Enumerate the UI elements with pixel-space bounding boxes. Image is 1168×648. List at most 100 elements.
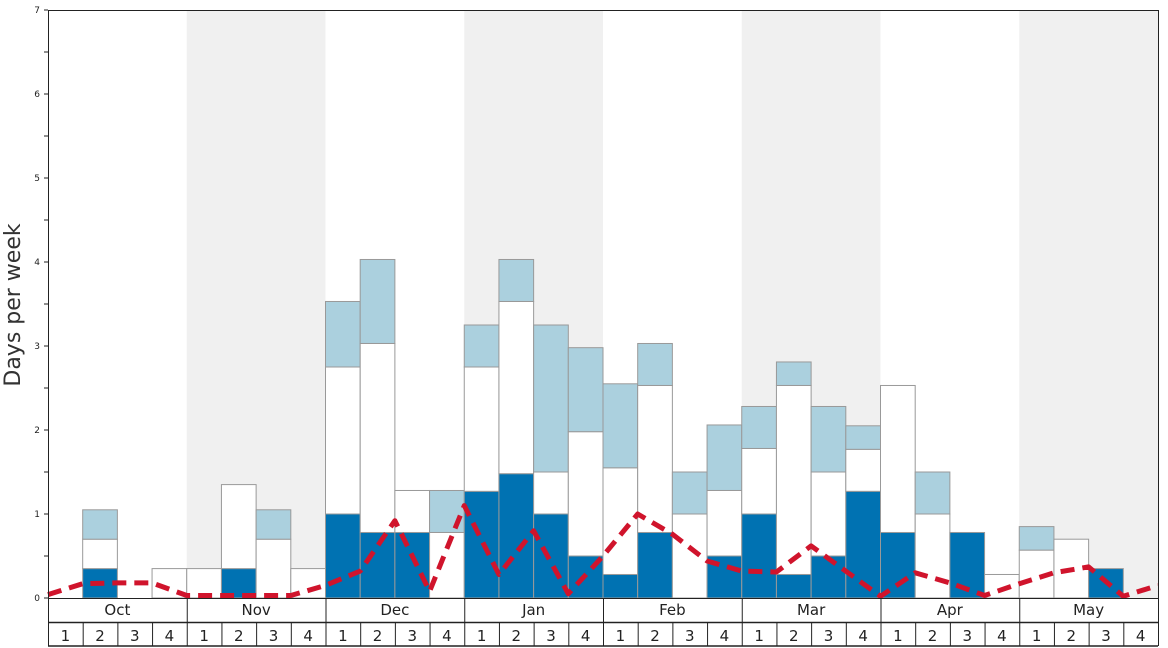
week-label: 1 <box>61 627 71 645</box>
bar-segment-white <box>845 448 881 492</box>
week-label: 1 <box>616 627 626 645</box>
month-label: Jan <box>521 601 545 619</box>
week-label: 3 <box>407 627 417 645</box>
month-label: Oct <box>104 601 130 619</box>
week-label: 3 <box>130 627 140 645</box>
week-label: 2 <box>789 627 799 645</box>
bar-segment-light <box>567 347 604 433</box>
bar-segment-white <box>775 384 812 575</box>
week-label: 2 <box>1067 627 1077 645</box>
week-label: 3 <box>824 627 834 645</box>
y-tick-label: 3 <box>34 342 40 352</box>
y-tick-label: 1 <box>34 510 40 520</box>
bar-segment-dark <box>880 531 916 599</box>
week-label: 2 <box>512 627 522 645</box>
bar-segment-light <box>671 471 708 515</box>
bar-segment-light <box>706 424 743 491</box>
y-tick-label: 0 <box>34 594 40 604</box>
week-label: 3 <box>685 627 695 645</box>
week-label: 2 <box>95 627 105 645</box>
month-band <box>1019 10 1158 598</box>
bar-segment-white <box>637 384 673 533</box>
month-label: Feb <box>659 601 686 619</box>
bar-segment-white <box>359 342 396 533</box>
bar-segment-light <box>533 324 569 473</box>
bars <box>82 258 1124 599</box>
week-label: 1 <box>199 627 209 645</box>
bar-segment-white <box>706 489 743 557</box>
bar-segment-white <box>394 489 431 533</box>
week-label: 4 <box>303 627 313 645</box>
week-label: 2 <box>650 627 660 645</box>
bar-segment-white <box>567 431 604 557</box>
bar-segment-dark <box>845 490 881 599</box>
bar-segment-dark <box>741 513 777 599</box>
trend-line <box>47 503 1159 599</box>
bar-segment-light <box>741 405 777 449</box>
week-label: 2 <box>928 627 938 645</box>
week-label: 4 <box>1136 627 1146 645</box>
bar-segment-white <box>325 366 361 515</box>
bar-segment-light <box>359 258 396 344</box>
week-label: 4 <box>442 627 452 645</box>
y-tick-label: 6 <box>34 90 40 100</box>
bar-segment-white <box>255 538 292 599</box>
bar-segment-dark <box>498 473 535 599</box>
bar-segment-white <box>533 471 569 515</box>
bar-segment-light <box>82 509 118 540</box>
bar-segment-white <box>810 471 847 557</box>
bar-segment-light <box>463 324 500 368</box>
bar-segment-light <box>498 258 535 302</box>
month-label: Mar <box>797 601 826 619</box>
bar-segment-dark <box>775 573 812 599</box>
bar-segment-dark <box>637 531 673 599</box>
week-label: 1 <box>754 627 764 645</box>
week-label: 3 <box>546 627 556 645</box>
bar-segment-white <box>498 300 535 475</box>
y-tick-label: 2 <box>34 426 40 436</box>
week-label: 3 <box>269 627 279 645</box>
month-label: Nov <box>241 601 270 619</box>
bar-segment-light <box>914 471 951 515</box>
bar-segment-light <box>429 489 465 533</box>
month-label: Apr <box>937 601 964 619</box>
week-label: 4 <box>165 627 175 645</box>
bar-segment-white <box>671 513 708 599</box>
bar-segment-white <box>220 484 257 570</box>
month-label: May <box>1073 601 1104 619</box>
y-axis: 0 1 2 3 4 5 6 7 Days per week <box>1 6 48 604</box>
week-label: 2 <box>373 627 383 645</box>
bar-segment-white <box>914 513 951 599</box>
bar-segment-light <box>810 405 847 473</box>
bar-segment-dark <box>602 573 639 599</box>
bar-segment-dark <box>394 531 431 599</box>
bar-segment-dark <box>810 555 847 599</box>
bar-segment-white <box>880 384 916 533</box>
week-label: 1 <box>1032 627 1042 645</box>
month-label: Dec <box>380 601 409 619</box>
bar-segment-dark <box>533 513 569 599</box>
plot-frame <box>48 10 1159 599</box>
week-label: 2 <box>234 627 244 645</box>
week-label: 4 <box>858 627 868 645</box>
week-label: 1 <box>338 627 348 645</box>
week-label: 1 <box>477 627 487 645</box>
bar-segment-white <box>602 467 639 575</box>
week-label: 3 <box>1101 627 1111 645</box>
y-tick-label: 5 <box>34 174 40 184</box>
bar-segment-light <box>637 342 673 386</box>
week-label: 1 <box>893 627 903 645</box>
week-label: 4 <box>720 627 730 645</box>
bar-segment-light <box>845 425 881 450</box>
bar-segment-light <box>1018 526 1055 551</box>
x-axis: Oct Nov Dec Jan Feb Mar Apr May 1 2 3 4 1 2 3 4 1 2 3 4 1 2 3 4… <box>48 598 1159 647</box>
y-tick-label: 4 <box>34 258 40 268</box>
bar-segment-white <box>82 538 118 570</box>
week-label: 3 <box>962 627 972 645</box>
week-label: 4 <box>581 627 591 645</box>
week-label: 4 <box>997 627 1007 645</box>
bar-segment-white <box>463 366 500 492</box>
bar-segment-white <box>741 447 777 515</box>
y-tick-label: 7 <box>34 6 40 16</box>
